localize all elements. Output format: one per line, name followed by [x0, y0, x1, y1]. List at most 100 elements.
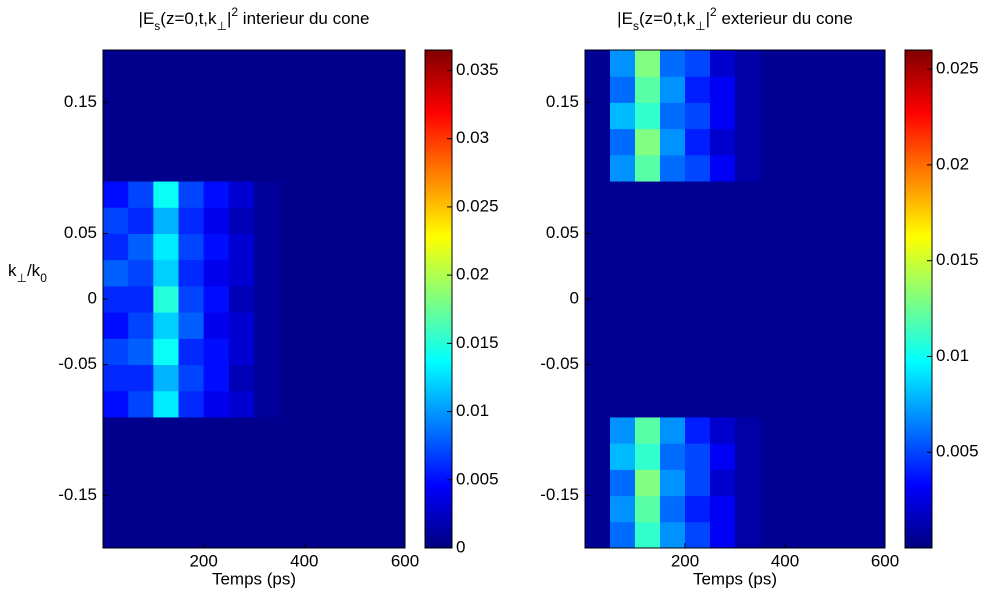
heatmap-cell [203, 312, 230, 339]
heatmap-cell [128, 495, 154, 523]
heatmap-cell [228, 128, 255, 156]
heatmap-cell [635, 338, 661, 366]
chart-title-part: |E [139, 9, 155, 28]
heatmap-cell [860, 312, 885, 339]
y-tick-label: 0 [570, 288, 579, 307]
heatmap-cell [835, 364, 861, 392]
heatmap-cell [710, 181, 736, 208]
heatmap-cell [610, 364, 636, 392]
heatmap-cell [153, 338, 179, 366]
heatmap-cell [835, 50, 861, 77]
heatmap-cell [635, 128, 661, 156]
heatmap-cell [354, 50, 381, 77]
heatmap-cell [660, 390, 686, 418]
heatmap-cell [785, 443, 811, 470]
heatmap-cell [228, 102, 255, 130]
heatmap-cell [660, 469, 686, 497]
heatmap-cell [354, 312, 381, 339]
heatmap-cell [254, 50, 280, 77]
heatmap-cell [585, 154, 611, 182]
heatmap-cell [835, 390, 861, 418]
heatmap-cell [735, 521, 761, 548]
heatmap-cell [103, 154, 129, 182]
heatmap-cell [710, 469, 736, 497]
x-tick-label: 600 [871, 551, 899, 570]
heatmap-cell [810, 390, 836, 418]
heatmap-cell [785, 233, 811, 261]
heatmap-cell [610, 338, 636, 366]
heatmap-cell [128, 285, 154, 313]
y-tick-label: -0.05 [540, 354, 579, 373]
heatmap-cell [103, 102, 129, 130]
heatmap-cell [685, 521, 711, 548]
heatmap-cell [128, 181, 154, 208]
heatmap-cell [279, 259, 305, 287]
heatmap-cell [379, 521, 405, 548]
heatmap-cell [279, 50, 305, 77]
colorbar-tick-label: 0.02 [456, 265, 489, 284]
heatmap-cell [835, 154, 861, 182]
heatmap-cell [735, 338, 761, 366]
heatmap-cell [379, 128, 405, 156]
chart-title-part: | [227, 9, 231, 28]
colorbar-tick-label: 0.005 [936, 442, 979, 461]
heatmap-cell [735, 443, 761, 470]
heatmap-cell [329, 285, 356, 313]
heatmap-cell [685, 285, 711, 313]
heatmap-cell [254, 443, 280, 470]
heatmap-cell [785, 390, 811, 418]
heatmap-cell [103, 495, 129, 523]
x-tick-label: 600 [391, 551, 419, 570]
heatmap-cell [660, 521, 686, 548]
heatmap-cell [810, 443, 836, 470]
heatmap-cell [354, 338, 381, 366]
heatmap-cell [685, 416, 711, 444]
heatmap-cell [860, 495, 885, 523]
heatmap-cell [178, 181, 205, 208]
heatmap-cell [610, 76, 636, 103]
heatmap-cell [203, 154, 230, 182]
heatmap-cell [785, 128, 811, 156]
heatmap-cell [610, 102, 636, 130]
heatmap-cell [254, 338, 280, 366]
heatmap-cell [254, 285, 280, 313]
heatmap-cell [835, 312, 861, 339]
heatmap-cell [103, 259, 129, 287]
heatmap-cell [810, 364, 836, 392]
heatmap-cell [685, 207, 711, 234]
heatmap-cell [153, 76, 179, 103]
heatmap-cell [379, 364, 405, 392]
x-tick-label: 200 [671, 551, 699, 570]
heatmap-cell [354, 443, 381, 470]
heatmap-cell [379, 50, 405, 77]
x-axis-label: Temps (ps) [212, 569, 296, 588]
heatmap-cell [103, 416, 129, 444]
y-tick-label: -0.15 [58, 485, 97, 504]
heatmap-cell [635, 154, 661, 182]
heatmap-cell [835, 443, 861, 470]
heatmap-cell [785, 207, 811, 234]
heatmap-cell [103, 181, 129, 208]
heatmap-cell [585, 390, 611, 418]
heatmap-cell [254, 312, 280, 339]
heatmap-cell [228, 259, 255, 287]
heatmap-cell [835, 233, 861, 261]
colorbar-tick-label: 0.025 [456, 196, 499, 215]
heatmap-cell [329, 312, 356, 339]
chart-title: |Es(z=0,t,k⊥|2 interieur du cone [139, 5, 370, 33]
heatmap-cell [660, 50, 686, 77]
chart-title-part: (z=0,t,k [160, 9, 217, 28]
heatmap-cell [785, 312, 811, 339]
heatmap-cell [635, 443, 661, 470]
heatmap-cell [354, 390, 381, 418]
heatmap-cell [329, 154, 356, 182]
heatmap-cell [835, 207, 861, 234]
heatmap-cell [228, 521, 255, 548]
heatmap-cell [710, 312, 736, 339]
heatmap-cell [660, 338, 686, 366]
heatmap-cell [128, 76, 154, 103]
heatmap-cell [810, 102, 836, 130]
chart-title-part: 2 [231, 5, 238, 19]
y-axis-label-part: 0 [40, 271, 47, 285]
heatmap-cell [585, 128, 611, 156]
